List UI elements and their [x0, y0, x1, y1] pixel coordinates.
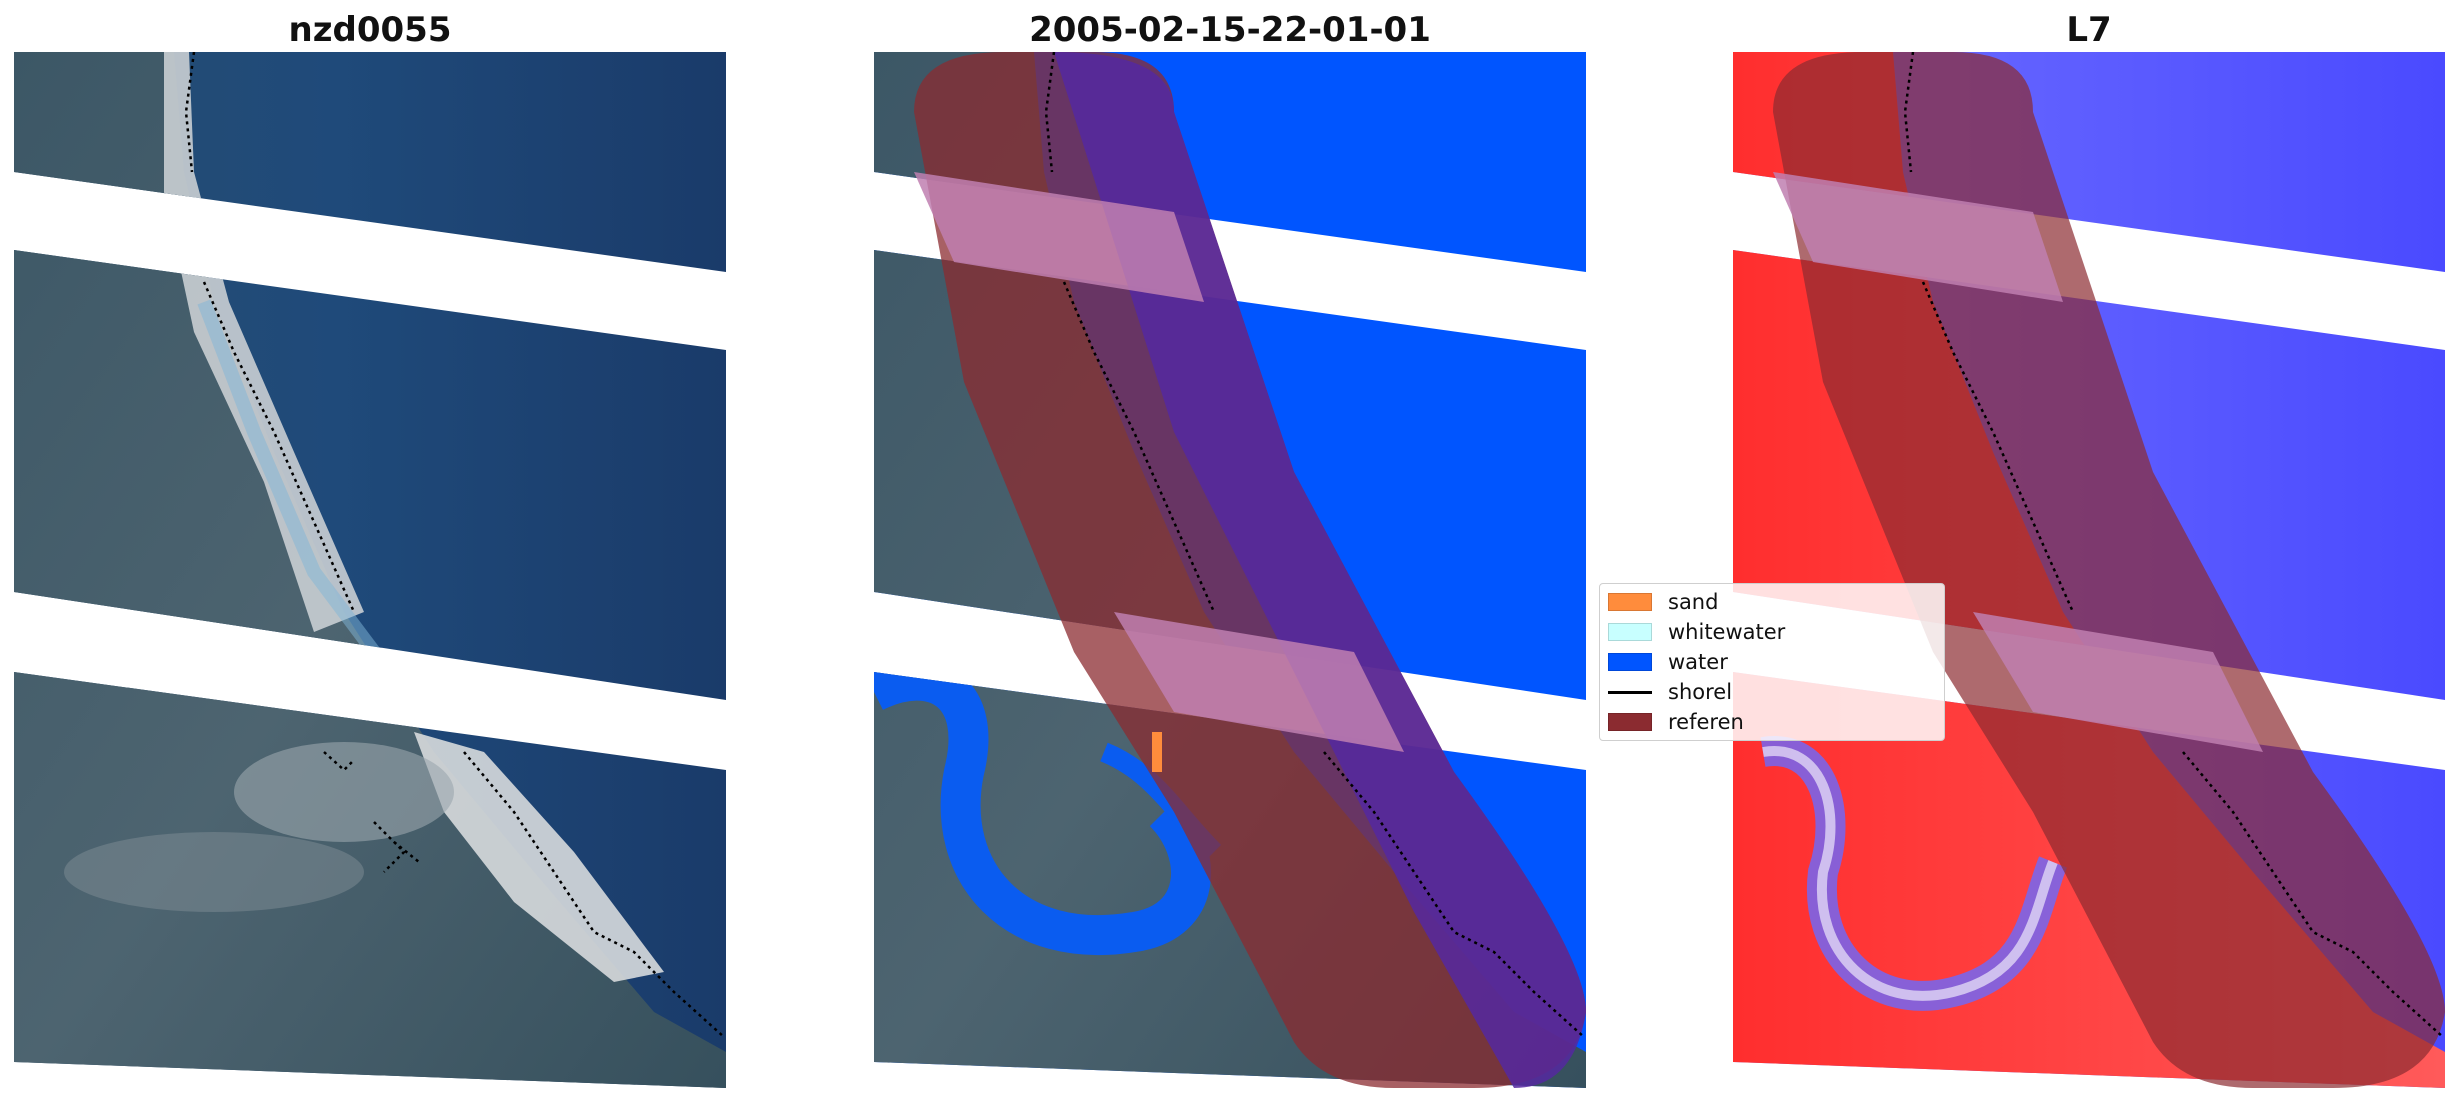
legend: sand whitewater water shorel referen [1599, 583, 1945, 741]
legend-label-reference: referen [1668, 710, 1744, 734]
legend-swatch-water [1608, 653, 1652, 671]
satellite-image-panel [14, 52, 726, 1088]
legend-swatch-reference [1608, 713, 1652, 731]
legend-item-whitewater: whitewater [1608, 618, 1785, 646]
panel-title-classification: 2005-02-15-22-01-01 [1029, 10, 1431, 50]
index-image [1733, 52, 2445, 1088]
legend-item-sand: sand [1608, 588, 1718, 616]
shoreline-line [184, 52, 196, 173]
legend-swatch-whitewater [1608, 623, 1652, 641]
panel-title-index: L7 [2066, 10, 2112, 50]
legend-item-water: water [1608, 648, 1728, 676]
legend-item-reference: referen [1608, 708, 1744, 736]
index-panel [1733, 52, 2445, 1088]
legend-label-water: water [1668, 650, 1728, 674]
legend-label-shoreline: shorel [1668, 680, 1733, 704]
classification-image [874, 52, 1586, 1088]
classification-panel [874, 52, 1586, 1088]
sand-patch [1152, 732, 1162, 772]
satellite-image [14, 52, 726, 1088]
legend-line-shoreline [1608, 690, 1652, 694]
legend-label-sand: sand [1668, 590, 1719, 614]
panel-title-satellite: nzd0055 [288, 10, 452, 50]
legend-swatch-sand [1608, 593, 1652, 611]
legend-item-shoreline: shorel [1608, 678, 1732, 706]
legend-label-whitewater: whitewater [1668, 620, 1786, 644]
